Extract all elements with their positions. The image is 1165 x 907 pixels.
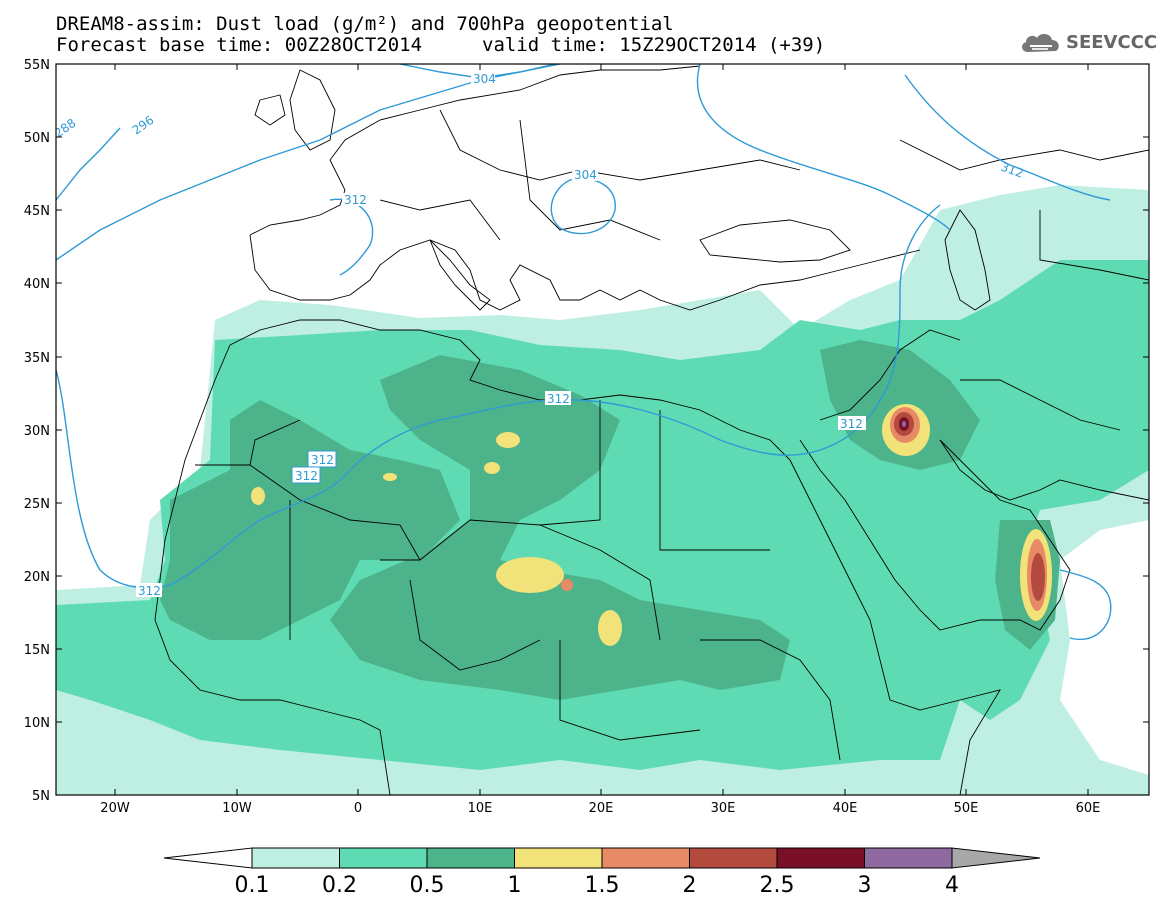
colorbar-swatch (601, 847, 690, 869)
lon-label: 10E (468, 801, 493, 816)
dust-hotspot-yellow (598, 610, 622, 646)
colorbar-tick-label: 0.5 (410, 873, 445, 898)
svg-text:312: 312 (344, 193, 367, 207)
cloud-icon (1022, 34, 1059, 52)
colorbar-tick-label: 4 (945, 873, 959, 898)
lat-label: 35N (24, 351, 50, 366)
colorbar-swatch (776, 847, 865, 869)
lat-ticks (56, 63, 1149, 723)
contour-label: 312 (999, 160, 1025, 181)
colorbar-tick-label: 2 (683, 873, 697, 898)
dust-core-purple (902, 421, 906, 427)
lat-label: 25N (24, 497, 50, 512)
map-title: DREAM8-assim: Dust load (g/m²) and 700hP… (56, 13, 674, 35)
dust-region-dark-west (160, 400, 460, 640)
lat-label: 20N (24, 570, 50, 585)
colorbar-swatch (426, 847, 515, 869)
contour-labels: 304 288 296 312 304 312 312 (56, 72, 1025, 598)
colorbar-over-triangle (951, 847, 1041, 869)
lon-label: 40E (833, 801, 858, 816)
colorbar-swatch (339, 847, 428, 869)
dust-hotspot-yellow (496, 432, 520, 448)
contour-label: 312 (136, 583, 162, 598)
colorbar-swatch (689, 847, 778, 869)
svg-text:296: 296 (130, 113, 157, 138)
lon-label: 20W (100, 801, 130, 816)
lon-label: 50E (954, 801, 979, 816)
valid-time: valid time: 15Z29OCT2014 (+39) (482, 34, 826, 56)
lat-label: 40N (24, 277, 50, 292)
svg-text:312: 312 (311, 453, 334, 467)
contour-296 (56, 64, 561, 261)
seevccc-logo: SEEVCCC (1018, 30, 1158, 56)
colorbar-under-triangle (163, 847, 253, 869)
colorbar-swatch (251, 847, 340, 869)
contour-312-se (1059, 569, 1112, 641)
colorbar-tick-label: 1.5 (585, 873, 620, 898)
svg-text:312: 312 (295, 469, 318, 483)
colorbar-tick-label: 0.1 (235, 873, 270, 898)
lat-label: 30N (24, 424, 50, 439)
lat-label: 15N (24, 643, 50, 658)
svg-text:312: 312 (138, 584, 161, 598)
colorbar-swatch (514, 847, 603, 869)
dust-hotspot-yellow (383, 473, 397, 481)
contour-label: 312 (545, 391, 571, 406)
svg-text:312: 312 (840, 417, 863, 431)
dust-hotspot-yellow (251, 487, 265, 505)
dust-core-orange (561, 579, 573, 591)
contour-label: 304 (471, 72, 496, 86)
lon-label: 60E (1076, 801, 1101, 816)
contour-312-east (696, 64, 951, 231)
lon-label: 10W (222, 801, 252, 816)
contour-label: 312 (342, 193, 367, 207)
contour-288 (56, 127, 121, 201)
contour-label: 296 (130, 113, 157, 138)
coastlines (154, 65, 1149, 795)
lon-label: 0 (354, 801, 362, 816)
contour-label: 304 (572, 168, 598, 182)
lat-label: 10N (24, 716, 50, 731)
contour-label: 312 (291, 466, 321, 484)
contour-312-ne (904, 74, 1111, 201)
contour-312-north (329, 198, 374, 276)
contour-label: 312 (307, 450, 337, 468)
dust-hotspot-yellow (484, 462, 500, 474)
lon-ticks (114, 64, 1089, 795)
dust-core-red (1031, 553, 1045, 601)
svg-text:312: 312 (547, 392, 570, 406)
svg-text:304: 304 (473, 72, 496, 86)
lon-label: 20E (589, 801, 614, 816)
dust-region-dark-central (330, 355, 790, 700)
lat-label: 55N (24, 58, 50, 73)
contour-label: 312 (838, 416, 866, 431)
colorbar-tick-label: 0.2 (322, 873, 357, 898)
colorbar-swatch (864, 847, 953, 869)
colorbar-tick-label: 1 (508, 873, 522, 898)
contour-304-ring (550, 178, 616, 235)
colorbar: 0.1 0.2 0.5 1 1.5 2 2.5 3 4 (163, 847, 1041, 898)
forecast-base-time: Forecast base time: 00Z28OCT2014 (56, 34, 423, 56)
logo-text: SEEVCCC (1066, 32, 1158, 53)
lat-labels: 55N 50N 45N 40N 35N 30N 25N 20N 15N 10N … (24, 58, 50, 804)
svg-text:312: 312 (999, 160, 1025, 181)
lon-label: 30E (711, 801, 736, 816)
lat-label: 45N (24, 204, 50, 219)
colorbar-tick-label: 2.5 (760, 873, 795, 898)
lat-label: 50N (24, 131, 50, 146)
svg-text:304: 304 (574, 168, 597, 182)
dust-hotspot-yellow (496, 557, 564, 593)
lat-label: 5N (32, 789, 50, 804)
colorbar-tick-label: 3 (858, 873, 872, 898)
lon-labels: 20W 10W 0 10E 20E 30E 40E 50E 60E (100, 801, 1100, 816)
